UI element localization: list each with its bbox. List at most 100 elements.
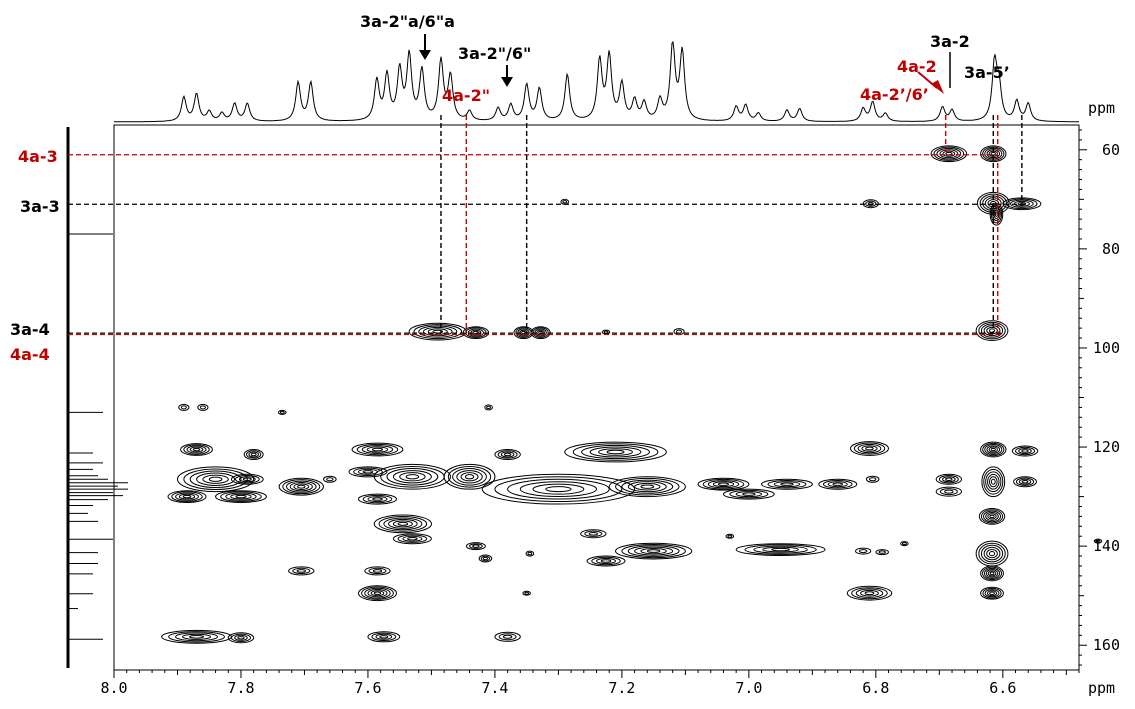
contour-ring xyxy=(186,445,207,454)
label-3a-3: 3a-3 xyxy=(20,197,60,216)
contour-ring xyxy=(980,565,1004,582)
cross-peak xyxy=(935,486,963,497)
cross-peak xyxy=(615,542,693,560)
contour-ring xyxy=(293,483,310,490)
cross-peak xyxy=(227,632,255,644)
contour-ring xyxy=(456,470,483,484)
contour-ring xyxy=(978,508,1006,525)
contour-ring xyxy=(362,470,374,474)
cross-peak xyxy=(443,463,496,490)
contour-ring xyxy=(357,585,397,602)
contour-ring xyxy=(851,587,888,600)
left-1d-spectrum xyxy=(68,233,128,640)
contour-ring xyxy=(1015,477,1035,486)
contour-ring xyxy=(367,496,388,503)
contour-ring xyxy=(855,588,884,598)
contour-ring xyxy=(278,477,324,496)
contour-ring xyxy=(507,478,610,500)
contour-ring xyxy=(606,449,625,455)
cross-peak xyxy=(357,585,397,602)
cross-peak xyxy=(277,409,287,415)
contour-ring xyxy=(367,631,401,643)
cross-peak xyxy=(288,566,315,576)
contour-ring xyxy=(189,635,205,639)
label-3a-5: 3a-5’ xyxy=(964,63,1010,82)
x-tick-label: 7.4 xyxy=(481,679,508,697)
cross-peak xyxy=(522,590,531,596)
label-4a-3: 4a-3 xyxy=(18,147,58,166)
contour-ring xyxy=(621,543,686,559)
cross-peak xyxy=(478,554,493,563)
cross-peak xyxy=(180,443,213,456)
contour-ring xyxy=(183,444,210,455)
contour-ring xyxy=(243,448,264,460)
contour-ring xyxy=(982,566,1003,581)
cross-peak xyxy=(323,475,337,483)
cross-peak xyxy=(373,514,432,534)
top-1d-spectrum xyxy=(114,40,1079,123)
contour-ring xyxy=(598,448,633,456)
x-tick-label: 7.0 xyxy=(735,679,762,697)
contour-ring xyxy=(527,551,533,556)
cross-peak xyxy=(935,473,963,485)
contour-ring xyxy=(502,634,513,639)
contour-ring xyxy=(386,467,439,486)
plot-frame xyxy=(113,124,1080,671)
contour-ring xyxy=(175,492,199,501)
contour-ring xyxy=(472,544,480,548)
contour-ring xyxy=(989,202,1004,226)
contour-ring xyxy=(944,489,954,494)
contour-ring xyxy=(405,474,420,480)
contour-ring xyxy=(608,476,686,498)
contour-ring xyxy=(366,446,389,453)
contour-ring xyxy=(984,444,1003,456)
contour-ring xyxy=(227,632,255,644)
contour-ring xyxy=(773,481,801,488)
cross-peak xyxy=(243,448,264,460)
contour-ring xyxy=(640,484,655,489)
annotation-arrows xyxy=(419,34,951,94)
cross-peak xyxy=(855,547,872,555)
contour-ring xyxy=(990,204,1003,224)
cross-peak xyxy=(278,477,324,496)
contour-ring xyxy=(581,444,650,460)
label-3a-2-6: 3a-2"/6" xyxy=(458,44,531,63)
cross-peak xyxy=(560,198,570,205)
contour-ring xyxy=(197,403,209,411)
contour-ring xyxy=(858,549,868,554)
guide-lines xyxy=(68,115,1029,336)
contour-ring xyxy=(378,515,428,532)
contour-ring xyxy=(532,483,585,495)
cross-peak xyxy=(980,586,1004,600)
contour-ring xyxy=(375,633,393,640)
contour-ring xyxy=(771,547,791,552)
contour-ring xyxy=(418,325,458,338)
contour-ring xyxy=(855,547,872,555)
contour-ring xyxy=(853,442,886,455)
contour-ring xyxy=(697,477,750,491)
contour-ring xyxy=(183,468,248,491)
cross-peak xyxy=(494,448,521,460)
contour-ring xyxy=(234,634,248,641)
contour-ring xyxy=(780,482,794,486)
contour-ring xyxy=(586,555,626,567)
contour-ring xyxy=(865,200,877,207)
contour-ring xyxy=(413,324,463,340)
contour-ring xyxy=(361,445,394,454)
arrowhead-3a-2-6 xyxy=(501,77,513,87)
contour-ring xyxy=(712,481,735,488)
cross-peak xyxy=(465,542,486,551)
contour-ring xyxy=(827,481,848,488)
contour-ring xyxy=(230,493,252,500)
contour-ring xyxy=(1021,480,1029,484)
contour-ring xyxy=(900,541,909,547)
contour-ring xyxy=(202,474,229,484)
contour-ring xyxy=(182,494,192,499)
contour-ring xyxy=(379,635,389,639)
y-tick-label: 60 xyxy=(1102,141,1120,159)
y-axis: 60 80 100 120 140 160 xyxy=(1079,129,1120,666)
contour-ring xyxy=(464,474,475,480)
contour-ring xyxy=(1015,446,1036,456)
contour-ring xyxy=(935,473,963,485)
contour-ring xyxy=(673,328,685,336)
